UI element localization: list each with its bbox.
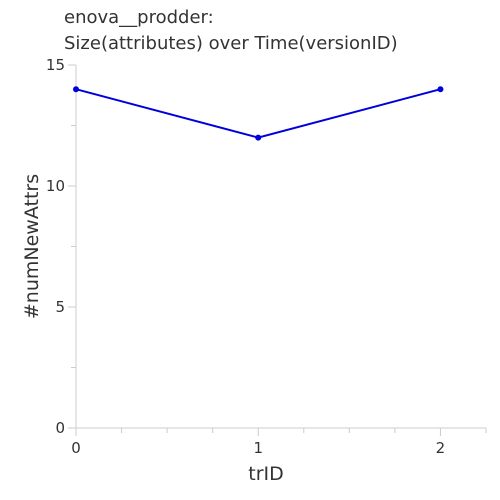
chart-title: enova__prodder: <box>64 7 214 28</box>
x-axis-label: trID <box>248 463 284 485</box>
y-tick-label: 5 <box>55 298 65 316</box>
y-tick-label: 15 <box>46 56 65 74</box>
y-tick-label: 0 <box>55 419 65 437</box>
y-axis-label: #numNewAttrs <box>21 174 43 319</box>
chart-subtitle: Size(attributes) over Time(versionID) <box>64 33 398 54</box>
x-tick-label: 0 <box>71 439 81 457</box>
y-tick-label: 10 <box>46 177 65 195</box>
series-line <box>75 88 441 139</box>
x-tick-label: 1 <box>253 439 263 457</box>
x-tick-label: 2 <box>436 439 446 457</box>
data-point <box>437 86 444 93</box>
data-point <box>255 134 262 141</box>
data-point <box>73 86 79 93</box>
